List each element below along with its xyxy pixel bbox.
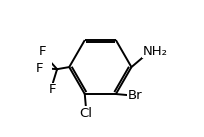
- Text: Br: Br: [128, 89, 143, 102]
- Text: NH₂: NH₂: [143, 45, 167, 58]
- Text: F: F: [49, 83, 57, 96]
- Text: F: F: [36, 62, 43, 75]
- Text: F: F: [39, 45, 47, 58]
- Text: Cl: Cl: [79, 107, 92, 120]
